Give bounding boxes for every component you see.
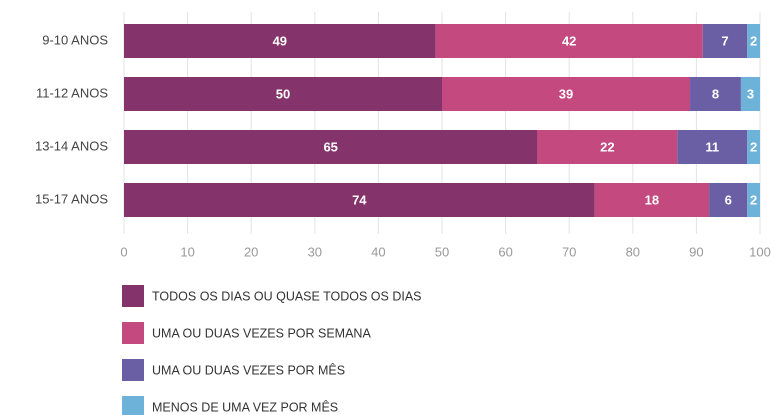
bar-segment [124,130,538,164]
legend-swatch [122,396,144,415]
x-tick-label: 100 [749,244,771,259]
x-tick-label: 80 [626,244,640,259]
x-tick-label: 50 [435,244,449,259]
value-label: 49 [273,33,287,48]
value-label: 74 [352,192,367,207]
value-label: 11 [705,139,719,154]
bar-segment [747,24,760,58]
bar-segment [124,183,595,217]
bar-segment [709,183,748,217]
value-label: 2 [750,139,757,154]
x-tick-label: 20 [244,244,258,259]
bar-segment [594,183,710,217]
category-label: 15-17 ANOS [35,191,108,206]
x-tick-label: 60 [498,244,512,259]
legend-label: UMA OU DUAS VEZES POR SEMANA [152,326,371,340]
value-label: 42 [562,33,576,48]
value-label: 39 [559,86,573,101]
legend-swatch [122,322,144,344]
category-label: 13-14 ANOS [35,138,108,153]
bar-segment [740,77,760,111]
value-label: 8 [712,86,719,101]
bar-segment [124,24,436,58]
bar-segment [442,77,691,111]
legend-label: UMA OU DUAS VEZES POR MÊS [152,362,345,377]
value-label: 3 [747,86,754,101]
bar-segment [435,24,703,58]
value-label: 50 [276,86,290,101]
category-label: 11-12 ANOS [36,85,108,100]
value-label: 18 [645,192,659,207]
legend-label: MENOS DE UMA VEZ POR MÊS [152,399,338,414]
bar-segment [124,77,442,111]
bar-segment [677,130,748,164]
bar-segment [747,183,760,217]
x-tick-label: 10 [180,244,194,259]
legend-swatch [122,359,144,381]
bar-segment [690,77,741,111]
bar-segment [537,130,678,164]
value-label: 7 [721,33,728,48]
bar-segment [702,24,748,58]
x-tick-label: 70 [562,244,576,259]
x-tick-label: 0 [120,244,127,259]
category-label: 9-10 ANOS [42,32,108,47]
value-label: 2 [750,33,757,48]
bar-segment [747,130,760,164]
x-tick-label: 30 [308,244,322,259]
x-tick-label: 90 [689,244,703,259]
value-label: 22 [600,139,614,154]
value-label: 2 [750,192,757,207]
value-label: 65 [323,139,337,154]
legend-swatch [122,285,144,307]
legend-label: TODOS OS DIAS OU QUASE TODOS OS DIAS [152,289,422,303]
value-label: 6 [725,192,732,207]
x-tick-label: 40 [371,244,385,259]
